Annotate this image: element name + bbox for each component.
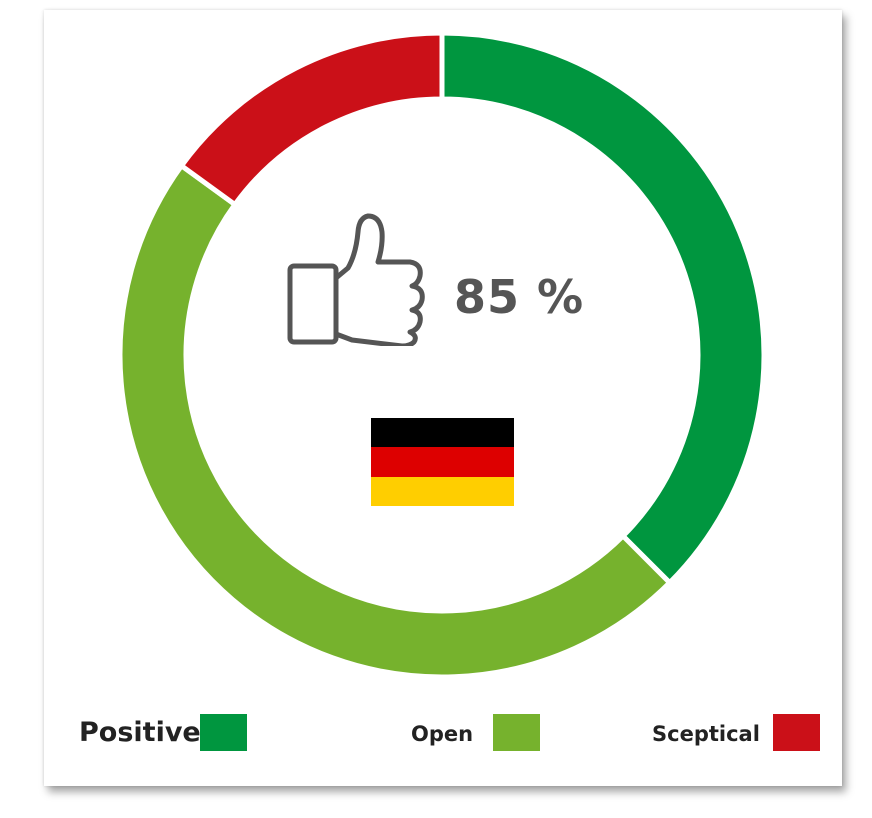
legend-swatch-sceptical — [773, 714, 820, 751]
legend-swatch-positive — [200, 714, 247, 751]
legend-swatch-open — [493, 714, 540, 751]
legend-label-positive: Positive — [79, 717, 201, 748]
center-percentage: 85 % — [454, 270, 585, 324]
flag-stripe-red — [371, 447, 514, 477]
thumbs-up-icon — [286, 212, 428, 351]
donut-slice-sceptical — [178, 30, 445, 209]
donut-slice-positive — [439, 30, 767, 587]
legend-label-sceptical: Sceptical — [652, 722, 760, 746]
flag-stripe-gold — [371, 476, 514, 506]
germany-flag — [371, 418, 514, 506]
flag-stripe-black — [371, 418, 514, 448]
donut-slice-open — [117, 162, 674, 680]
legend-label-open: Open — [411, 722, 474, 746]
